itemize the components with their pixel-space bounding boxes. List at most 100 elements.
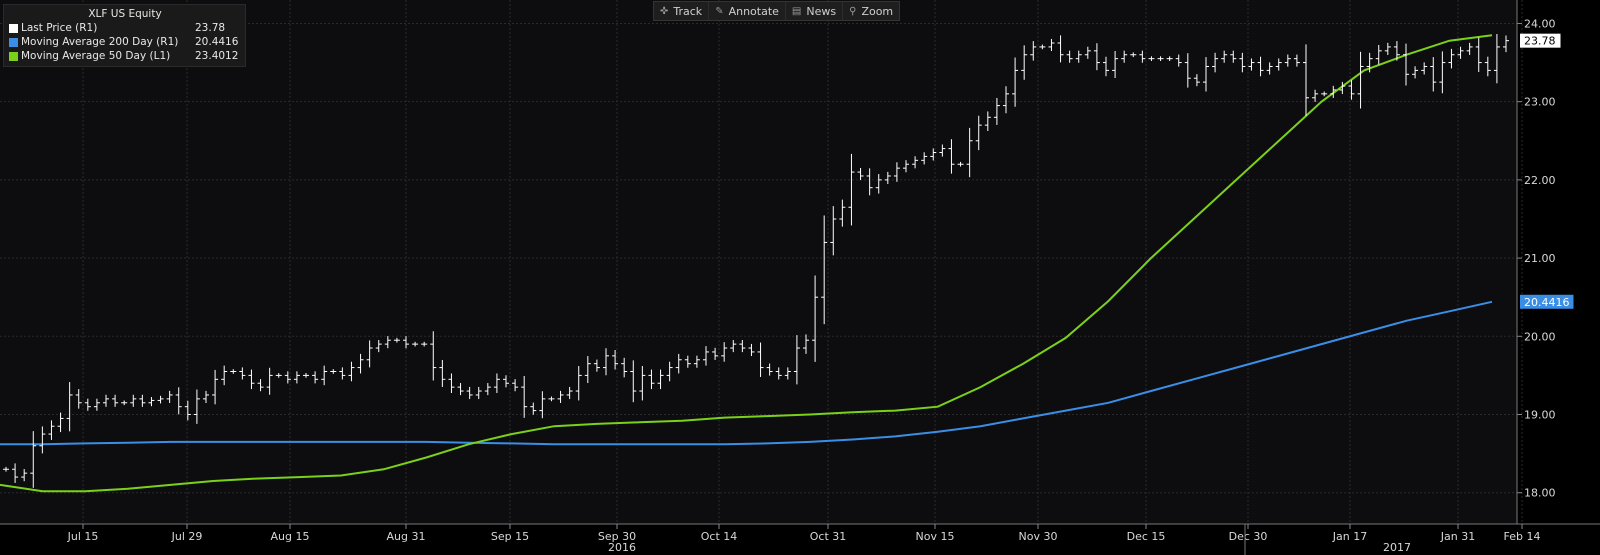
price-bar (675, 353, 682, 374)
price-bar (703, 346, 709, 366)
x-tick-label: Sep 15 (491, 530, 529, 543)
y-axis: 18.00 19.00 20.00 21.00 22.00 23.00 24.00 (1516, 0, 1556, 524)
x-tick-label: Nov 15 (916, 530, 955, 543)
price-bar (1330, 85, 1337, 98)
price-bar (603, 348, 609, 376)
annotate-label: Annotate (728, 4, 779, 18)
price-bar (121, 400, 128, 406)
price-bar (1266, 62, 1273, 75)
price-bar (893, 162, 900, 182)
price-bar (1257, 56, 1264, 77)
price-bar (57, 412, 64, 433)
value-tags: 23.78 20.4416 (1520, 33, 1574, 309)
price-bar (1184, 53, 1191, 88)
price-bar (339, 367, 346, 380)
chart-legend: XLF US Equity Last Price (R1) 23.78 Movi… (3, 4, 246, 67)
x-tick-label: Aug 15 (271, 530, 310, 543)
price-bar (457, 383, 464, 396)
price-bar (775, 367, 782, 380)
price-bar (239, 367, 246, 380)
price-bar (139, 394, 146, 407)
price-bar (1421, 62, 1428, 75)
price-bar (403, 336, 409, 349)
price-bar (3, 466, 9, 472)
legend-label: Last Price (R1) (21, 22, 98, 34)
price-bar (1466, 42, 1473, 55)
annotate-button[interactable]: ✎ Annotate (709, 2, 786, 20)
price-bar (1312, 89, 1319, 102)
ma50-swatch (9, 51, 18, 61)
price-bar (630, 360, 637, 403)
last-price-tag: 23.78 (1524, 35, 1556, 48)
y-tick-label: 20.00 (1524, 330, 1556, 343)
price-bar (812, 275, 819, 362)
x-tick-label: Aug 31 (387, 530, 426, 543)
price-bar (284, 371, 291, 384)
price-bar (475, 386, 482, 400)
price-bar (1448, 48, 1455, 69)
price-bar (1484, 56, 1491, 77)
legend-row-last-price[interactable]: Last Price (R1) 23.78 (9, 21, 241, 35)
plot-background (0, 0, 1517, 524)
zoom-button[interactable]: ⚲ Zoom (843, 2, 899, 20)
news-icon: ▤ (791, 5, 802, 17)
legend-value: 20.4416 (195, 36, 239, 48)
price-bar (493, 373, 500, 393)
price-bar (803, 334, 809, 354)
price-bar (1475, 37, 1482, 72)
price-bar (421, 341, 428, 347)
y-tick-label: 22.00 (1524, 174, 1556, 187)
price-bar (1375, 44, 1382, 65)
news-button[interactable]: ▤ News (786, 2, 844, 20)
x-tick-label: Oct 31 (810, 530, 847, 543)
ma200-tag: 20.4416 (1524, 296, 1570, 309)
price-bar (293, 371, 300, 384)
price-bar (484, 383, 491, 396)
price-bar (575, 366, 582, 401)
price-bar (375, 340, 382, 353)
price-bar (621, 357, 628, 378)
price-bar (1084, 46, 1091, 59)
track-label: Track (673, 4, 703, 18)
price-bar (39, 426, 46, 454)
price-bar (266, 367, 273, 395)
price-bar (412, 341, 419, 347)
legend-row-ma200[interactable]: Moving Average 200 Day (R1) 20.4416 (9, 35, 241, 49)
price-bar (366, 340, 373, 368)
y-tick-label: 23.00 (1524, 96, 1556, 109)
price-bar (939, 144, 946, 157)
ma50-series (0, 34, 1493, 493)
price-bar (1157, 56, 1164, 62)
price-bar (712, 347, 719, 360)
track-button[interactable]: ✜ Track (654, 2, 710, 20)
price-bar (1093, 43, 1100, 71)
price-bar (430, 331, 437, 381)
price-bar (1021, 45, 1028, 80)
legend-row-ma50[interactable]: Moving Average 50 Day (L1) 23.4012 (9, 49, 241, 63)
price-bar (21, 469, 28, 482)
magnifier-icon: ⚲ (849, 5, 857, 17)
price-bar (157, 395, 164, 404)
price-bar (1366, 52, 1373, 73)
ma200-line (0, 300, 1493, 446)
price-bar (448, 373, 455, 393)
price-bar (657, 369, 664, 390)
price-bar (912, 156, 919, 169)
price-bar (839, 199, 846, 227)
price-bar (521, 375, 528, 418)
price-bar (857, 167, 864, 181)
price-bar (1030, 41, 1037, 61)
price-bar (93, 398, 100, 411)
price-bar (175, 387, 182, 415)
y-tick-label: 24.00 (1524, 17, 1556, 30)
price-bar (666, 361, 673, 382)
price-bar (1230, 50, 1237, 63)
price-bar (1403, 43, 1409, 86)
price-bar (203, 390, 209, 403)
x-tick-label: Oct 14 (701, 530, 738, 543)
ma50-line (0, 34, 1493, 493)
price-bar (393, 337, 400, 343)
price-bar (757, 342, 764, 377)
price-bar (1503, 35, 1509, 53)
